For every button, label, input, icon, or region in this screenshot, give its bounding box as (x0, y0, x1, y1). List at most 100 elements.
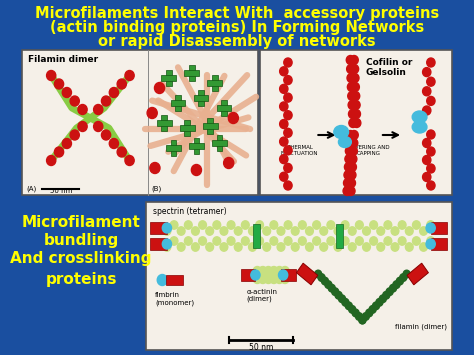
FancyBboxPatch shape (22, 50, 258, 195)
FancyBboxPatch shape (146, 202, 452, 350)
Circle shape (213, 221, 221, 229)
Text: proteins: proteins (46, 272, 117, 287)
Circle shape (184, 237, 192, 245)
Circle shape (280, 172, 288, 181)
Text: (B): (B) (151, 186, 162, 192)
Circle shape (270, 237, 278, 245)
Circle shape (147, 108, 157, 119)
Circle shape (55, 79, 64, 89)
Circle shape (228, 113, 238, 124)
Circle shape (315, 270, 322, 278)
Circle shape (351, 82, 359, 92)
Circle shape (93, 104, 103, 115)
Text: (actin binding proteins) In Forming Networks: (actin binding proteins) In Forming Netw… (50, 20, 424, 35)
Bar (189, 65, 195, 81)
Circle shape (363, 227, 370, 235)
Circle shape (419, 243, 428, 251)
Text: Microfilaments Interact With  accessory proteins: Microfilaments Interact With accessory p… (35, 6, 439, 21)
Circle shape (350, 65, 359, 73)
Circle shape (348, 92, 356, 100)
Circle shape (253, 274, 262, 284)
Circle shape (427, 237, 435, 245)
Circle shape (427, 221, 435, 229)
Circle shape (346, 55, 355, 65)
Circle shape (234, 227, 242, 235)
Circle shape (281, 267, 289, 275)
Circle shape (241, 237, 249, 245)
Bar (431, 238, 447, 250)
Circle shape (427, 58, 435, 67)
Circle shape (234, 243, 242, 251)
Circle shape (338, 295, 346, 302)
Circle shape (356, 313, 363, 320)
Circle shape (284, 128, 292, 137)
Circle shape (109, 138, 118, 148)
Circle shape (320, 243, 328, 251)
Circle shape (321, 277, 328, 285)
Circle shape (343, 186, 351, 196)
Text: THERMAL
FLUCTUATION: THERMAL FLUCTUATION (281, 145, 319, 156)
Ellipse shape (334, 126, 348, 138)
Circle shape (259, 267, 267, 275)
Circle shape (70, 130, 79, 140)
Circle shape (348, 243, 356, 251)
Bar (281, 269, 296, 281)
Circle shape (427, 130, 435, 139)
Circle shape (427, 181, 435, 190)
Bar (184, 120, 190, 136)
FancyBboxPatch shape (260, 50, 452, 195)
Circle shape (347, 186, 355, 196)
Circle shape (284, 181, 292, 190)
Circle shape (62, 138, 72, 148)
Bar (157, 120, 172, 126)
Bar (150, 238, 167, 250)
Bar (212, 140, 227, 146)
Circle shape (347, 73, 356, 82)
Circle shape (284, 76, 292, 84)
Circle shape (400, 274, 407, 282)
Circle shape (78, 121, 87, 131)
Circle shape (328, 284, 335, 292)
Circle shape (313, 221, 320, 229)
Circle shape (313, 237, 320, 245)
Circle shape (362, 313, 369, 320)
Circle shape (350, 55, 358, 65)
Bar (336, 224, 343, 248)
Circle shape (384, 221, 392, 229)
Circle shape (117, 147, 127, 157)
Circle shape (346, 131, 355, 140)
Circle shape (403, 270, 410, 278)
Circle shape (163, 227, 171, 235)
Circle shape (334, 243, 342, 251)
Circle shape (346, 147, 354, 155)
Circle shape (347, 179, 356, 187)
Circle shape (199, 237, 207, 245)
Bar (194, 138, 199, 154)
Circle shape (150, 163, 160, 174)
Circle shape (277, 227, 285, 235)
Circle shape (306, 243, 313, 251)
Circle shape (306, 227, 313, 235)
Circle shape (352, 309, 359, 317)
Bar (194, 95, 209, 101)
Bar (161, 75, 176, 81)
Circle shape (363, 243, 370, 251)
Bar (166, 145, 181, 151)
Circle shape (227, 221, 235, 229)
Circle shape (299, 237, 306, 245)
Circle shape (253, 267, 262, 275)
Bar (171, 100, 185, 106)
Circle shape (423, 155, 431, 164)
Circle shape (248, 243, 256, 251)
Circle shape (376, 299, 383, 306)
Circle shape (270, 267, 278, 275)
Circle shape (390, 284, 397, 292)
Circle shape (423, 67, 431, 77)
Circle shape (280, 155, 288, 164)
Bar (198, 90, 204, 106)
Circle shape (109, 87, 118, 98)
Bar (212, 75, 218, 91)
Circle shape (170, 221, 178, 229)
Circle shape (264, 267, 273, 275)
Circle shape (46, 71, 56, 81)
